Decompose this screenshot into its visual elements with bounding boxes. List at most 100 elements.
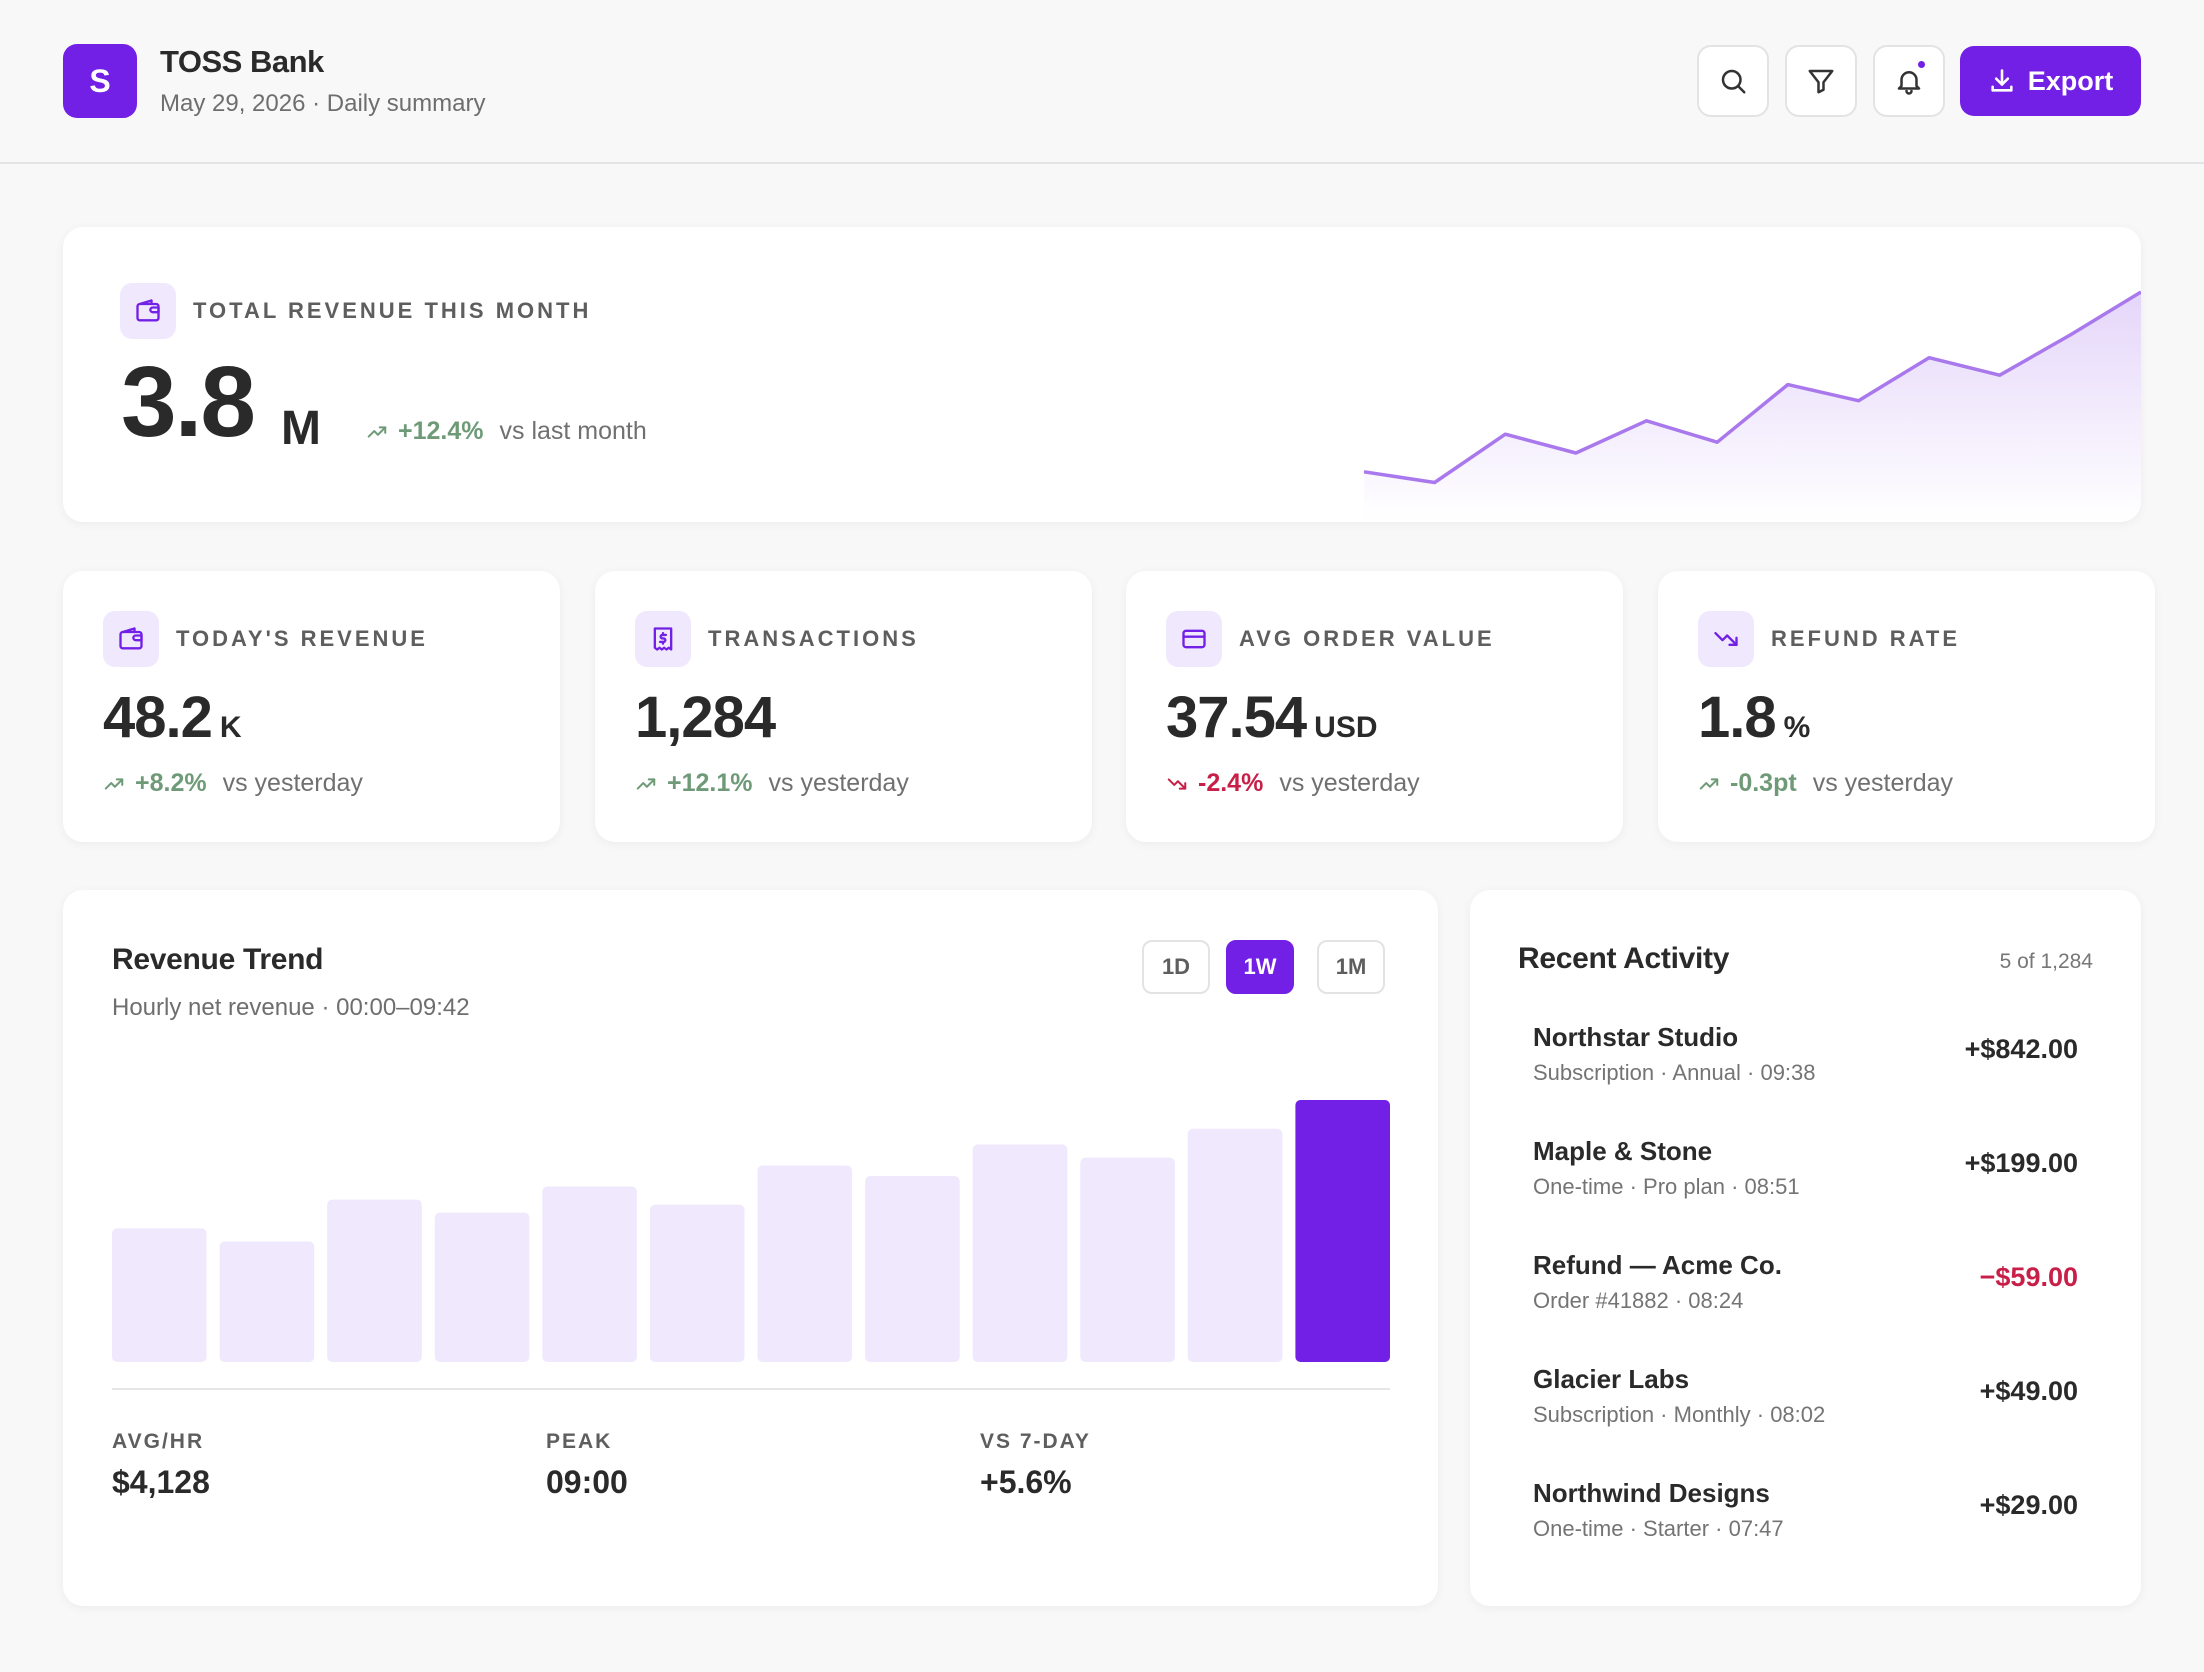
brand-name: TOSS Bank	[160, 44, 324, 79]
stat-change-note: vs yesterday	[1812, 769, 1954, 797]
activity-item-title: Refund — Acme Co.	[1533, 1250, 1782, 1280]
bar[interactable]	[112, 1228, 207, 1362]
activity-item-details: One-time · Starter · 07:47	[1533, 1516, 1784, 1541]
notification-dot	[1916, 59, 1927, 70]
stat-value: 37.54 USD	[1166, 689, 1378, 747]
app-header: S TOSS Bank May 29, 2026 · Daily summary…	[0, 0, 2204, 164]
wallet-icon	[120, 283, 176, 339]
stat-change-value: +12.1%	[667, 769, 753, 797]
activity-item-title: Northwind Designs	[1533, 1478, 1770, 1508]
bar[interactable]	[1080, 1157, 1175, 1362]
range-button-1w[interactable]: 1W	[1226, 940, 1294, 994]
activity-item-amount: −$59.00	[1979, 1262, 2078, 1292]
hero-value: 3.8	[121, 346, 256, 458]
stat-card: REFUND RATE 1.8% -0.3pt vs yesterday	[1658, 571, 2155, 842]
trending-down-icon	[1698, 611, 1754, 667]
footer-stat-value: $4,128	[112, 1464, 210, 1500]
bar[interactable]	[1187, 1128, 1283, 1362]
activity-item[interactable]: Northwind Designs One-time · Starter · 0…	[1533, 1478, 2078, 1558]
footer-stat-value: +5.6%	[980, 1464, 1072, 1500]
trending-up-icon	[636, 777, 656, 790]
stat-number: 1,284	[635, 685, 776, 750]
activity-item[interactable]: Maple & Stone One-time · Pro plan · 08:5…	[1533, 1136, 2078, 1216]
trend-title: Revenue Trend	[112, 943, 324, 976]
trending-down-icon	[1167, 777, 1187, 790]
stat-change: -0.3pt vs yesterday	[1698, 769, 1953, 798]
stat-change-value: -0.3pt	[1730, 769, 1797, 797]
export-button[interactable]: Export	[1960, 46, 2141, 116]
activity-count: 5 of 1,284	[1999, 950, 2093, 973]
activity-item-title: Maple & Stone	[1533, 1136, 1713, 1166]
stat-change: +8.2% vs yesterday	[103, 769, 363, 798]
activity-item-amount: +$199.00	[1964, 1148, 2078, 1178]
bar[interactable]	[649, 1204, 745, 1362]
activity-item-title: Glacier Labs	[1533, 1364, 1690, 1394]
stat-change-note: vs yesterday	[222, 769, 363, 797]
activity-item[interactable]: Refund — Acme Co. Order #41882 · 08:24 −…	[1533, 1250, 2078, 1330]
range-button-1m[interactable]: 1M	[1317, 940, 1385, 994]
download-icon	[1991, 69, 2013, 92]
stat-label: TRANSACTIONS	[708, 626, 919, 651]
wallet-icon	[103, 611, 159, 667]
activity-item-details: Subscription · Annual · 09:38	[1533, 1060, 1816, 1085]
bar[interactable]	[434, 1212, 530, 1362]
range-button-1d[interactable]: 1D	[1142, 940, 1210, 994]
activity-item[interactable]: Glacier Labs Subscription · Monthly · 08…	[1533, 1364, 2078, 1444]
trend-subtitle: Hourly net revenue · 00:00–09:42	[112, 994, 470, 1021]
filter-icon	[1808, 69, 1834, 94]
activity-item-amount: +$49.00	[1979, 1376, 2078, 1406]
sparkline-line	[1363, 290, 2141, 485]
card-icon	[1166, 611, 1222, 667]
hero-label: TOTAL REVENUE THIS MONTH	[193, 298, 592, 323]
search-icon	[1721, 69, 1746, 94]
activity-item-details: One-time · Pro plan · 08:51	[1533, 1174, 1800, 1199]
bar[interactable]	[757, 1165, 853, 1363]
hourly-bar-chart	[112, 1100, 1390, 1363]
stat-value: 1,284	[635, 689, 783, 747]
stat-card: TRANSACTIONS 1,284 +12.1% vs yesterday	[595, 571, 1092, 842]
search-button[interactable]	[1697, 45, 1769, 117]
hero-unit: M	[281, 402, 321, 455]
total-revenue-card: TOTAL REVENUE THIS MONTH 3.8 M +12.4% vs…	[63, 227, 2141, 522]
stat-label: REFUND RATE	[1771, 626, 1961, 651]
activity-item-amount: +$29.00	[1979, 1490, 2078, 1520]
filter-button[interactable]	[1785, 45, 1857, 117]
activity-item-details: Subscription · Monthly · 08:02	[1533, 1402, 1826, 1427]
stat-label: AVG ORDER VALUE	[1239, 626, 1495, 651]
activity-item-details: Order #41882 · 08:24	[1533, 1288, 1744, 1313]
bar[interactable]	[972, 1144, 1068, 1363]
bell-icon	[1897, 71, 1921, 95]
activity-item[interactable]: Northstar Studio Subscription · Annual ·…	[1533, 1022, 2078, 1102]
stat-number: 48.2	[103, 685, 213, 750]
page-subtitle: May 29, 2026 · Daily summary	[160, 90, 486, 117]
sparkline-area	[1364, 292, 2141, 522]
revenue-sparkline	[1363, 290, 2141, 522]
activity-item-title: Northstar Studio	[1533, 1022, 1739, 1052]
stat-unit: USD	[1314, 711, 1378, 744]
hero-change: +12.4% vs last month	[366, 417, 647, 446]
notifications-button[interactable]	[1873, 45, 1945, 117]
bar[interactable]	[865, 1176, 960, 1362]
stat-change-value: +8.2%	[135, 769, 207, 797]
stat-change: +12.1% vs yesterday	[635, 769, 909, 798]
bar[interactable]	[219, 1241, 315, 1363]
stat-unit: %	[1783, 711, 1811, 744]
footer-stat-label: VS 7-DAY	[980, 1430, 1091, 1453]
bar[interactable]	[542, 1186, 637, 1363]
hero-change-value: +12.4%	[398, 417, 484, 445]
app-logo: S	[63, 44, 137, 118]
trending-up-icon	[1699, 777, 1719, 790]
trending-up-icon	[104, 777, 124, 790]
stat-card: AVG ORDER VALUE 37.54 USD -2.4% vs yester…	[1126, 571, 1623, 842]
trending-up-icon	[367, 425, 387, 438]
footer-stat-label: PEAK	[546, 1430, 613, 1453]
bar[interactable]	[327, 1199, 422, 1362]
chart-divider	[112, 1388, 1390, 1390]
stat-change-value: -2.4%	[1198, 769, 1264, 797]
footer-stat-value: 09:00	[546, 1464, 628, 1500]
stat-change-note: vs yesterday	[768, 769, 909, 797]
stat-value: 48.2 K	[103, 689, 242, 747]
stat-number: 1.8	[1698, 685, 1777, 750]
bar-current-hour[interactable]	[1295, 1100, 1390, 1362]
stat-value: 1.8%	[1698, 689, 1810, 747]
